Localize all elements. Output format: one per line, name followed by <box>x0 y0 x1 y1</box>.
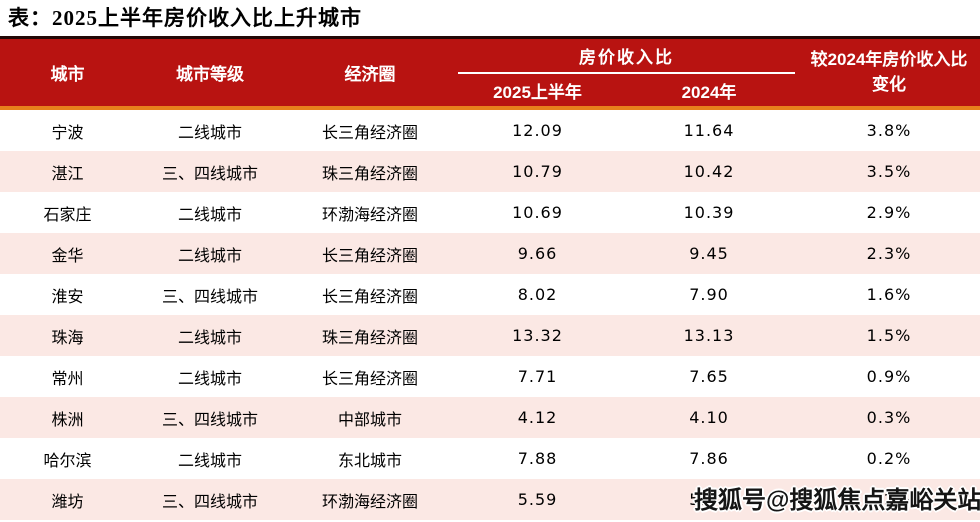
header-ratio-group-label: 房价收入比 <box>458 39 795 74</box>
cell-zone: 长三角经济圈 <box>321 370 418 388</box>
cell-zone: 环渤海经济圈 <box>321 493 418 511</box>
cell-zone: 东北城市 <box>337 452 402 470</box>
cell-zone: 长三角经济圈 <box>321 124 418 142</box>
cell-tier: 二线城市 <box>177 247 242 265</box>
cell-change: 0.2% <box>866 449 912 468</box>
header-2025-h1: 2025上半年 <box>493 82 582 102</box>
cell-city: 潍坊 <box>51 493 84 511</box>
cell-change: 0.9% <box>866 367 912 386</box>
cell-2024: 13.13 <box>683 326 735 345</box>
ratio-table: 城市 城市等级 经济圈 房价收入比 2025上半年 2024年 较2024年房价… <box>0 36 980 520</box>
cell-2024: 7.86 <box>689 449 729 468</box>
cell-2025: 5.59 <box>517 490 558 509</box>
cell-tier: 二线城市 <box>177 124 242 142</box>
header-2024: 2024年 <box>681 82 737 102</box>
cell-change: 3.8% <box>866 121 912 140</box>
cell-city: 哈尔滨 <box>43 452 92 470</box>
table-row: 株洲 三、四线城市 中部城市 4.12 4.10 0.3% <box>0 397 980 438</box>
table-row: 宁波 二线城市 长三角经济圈 12.09 11.64 3.8% <box>0 110 980 151</box>
watermark: 搜狐号@搜狐焦点嘉峪关站 <box>694 487 980 514</box>
header-city: 城市 <box>50 65 85 84</box>
cell-city: 珠海 <box>51 329 84 347</box>
cell-change: 0.3% <box>866 408 912 427</box>
cell-tier: 二线城市 <box>177 370 242 388</box>
cell-city: 石家庄 <box>43 206 92 224</box>
cell-zone: 中部城市 <box>337 411 402 429</box>
header-ratio-group: 房价收入比 2025上半年 2024年 <box>455 39 798 106</box>
cell-2024: 10.39 <box>683 203 735 222</box>
cell-2025: 10.79 <box>512 162 563 181</box>
page-title: 表：2025上半年房价收入比上升城市 <box>8 6 362 30</box>
header-ratio-subheaders: 2025上半年 2024年 <box>455 74 798 106</box>
cell-tier: 三、四线城市 <box>161 165 258 183</box>
cell-zone: 环渤海经济圈 <box>321 206 418 224</box>
cell-2024: 4.10 <box>689 408 729 427</box>
cell-zone: 长三角经济圈 <box>321 247 418 265</box>
cell-2025: 13.32 <box>512 326 563 345</box>
table-row: 湛江 三、四线城市 珠三角经济圈 10.79 10.42 3.5% <box>0 151 980 192</box>
table-row: 淮安 三、四线城市 长三角经济圈 8.02 7.90 1.6% <box>0 274 980 315</box>
cell-2024: 9.45 <box>689 244 729 263</box>
cell-change: 0.2% <box>866 490 912 509</box>
header-zone: 经济圈 <box>344 65 396 84</box>
cell-2024: 10.42 <box>683 162 735 181</box>
cell-change: 3.5% <box>866 162 912 181</box>
table-row: 常州 二线城市 长三角经济圈 7.71 7.65 0.9% <box>0 356 980 397</box>
cell-zone: 长三角经济圈 <box>321 288 418 306</box>
cell-tier: 三、四线城市 <box>161 493 258 511</box>
cell-change: 1.6% <box>866 285 912 304</box>
cell-2024: 5.58 <box>689 490 729 509</box>
cell-2025: 12.09 <box>512 121 563 140</box>
cell-tier: 二线城市 <box>177 452 242 470</box>
header-change: 较2024年房价收入比变化 <box>810 49 968 94</box>
table-row: 潍坊 三、四线城市 环渤海经济圈 5.59 5.58 0.2% <box>0 479 980 520</box>
cell-change: 2.9% <box>866 203 912 222</box>
cell-tier: 二线城市 <box>177 206 242 224</box>
cell-tier: 三、四线城市 <box>161 288 258 306</box>
cell-city: 金华 <box>51 247 84 265</box>
cell-2025: 7.88 <box>517 449 558 468</box>
cell-city: 株洲 <box>51 411 84 429</box>
cell-2025: 4.12 <box>517 408 558 427</box>
cell-2025: 8.02 <box>517 285 558 304</box>
cell-2024: 7.90 <box>689 285 729 304</box>
cell-2025: 10.69 <box>512 203 563 222</box>
cell-2024: 11.64 <box>683 121 735 140</box>
cell-change: 2.3% <box>866 244 912 263</box>
cell-change: 1.5% <box>866 326 912 345</box>
cell-2025: 9.66 <box>517 244 558 263</box>
cell-city: 湛江 <box>51 165 84 183</box>
table-row: 石家庄 二线城市 环渤海经济圈 10.69 10.39 2.9% <box>0 192 980 233</box>
cell-city: 宁波 <box>51 124 84 142</box>
cell-city: 常州 <box>51 370 84 388</box>
cell-2025: 7.71 <box>517 367 558 386</box>
table-row: 金华 二线城市 长三角经济圈 9.66 9.45 2.3% <box>0 233 980 274</box>
table-row: 珠海 二线城市 珠三角经济圈 13.32 13.13 1.5% <box>0 315 980 356</box>
table-header: 城市 城市等级 经济圈 房价收入比 2025上半年 2024年 较2024年房价… <box>0 36 980 110</box>
cell-tier: 三、四线城市 <box>161 411 258 429</box>
table-row: 哈尔滨 二线城市 东北城市 7.88 7.86 0.2% <box>0 438 980 479</box>
cell-2024: 7.65 <box>689 367 729 386</box>
cell-zone: 珠三角经济圈 <box>321 329 418 347</box>
cell-tier: 二线城市 <box>177 329 242 347</box>
cell-city: 淮安 <box>51 288 84 306</box>
cell-zone: 珠三角经济圈 <box>321 165 418 183</box>
header-tier: 城市等级 <box>176 65 244 84</box>
table-body: 宁波 二线城市 长三角经济圈 12.09 11.64 3.8% 湛江 三、四线城… <box>0 110 980 520</box>
